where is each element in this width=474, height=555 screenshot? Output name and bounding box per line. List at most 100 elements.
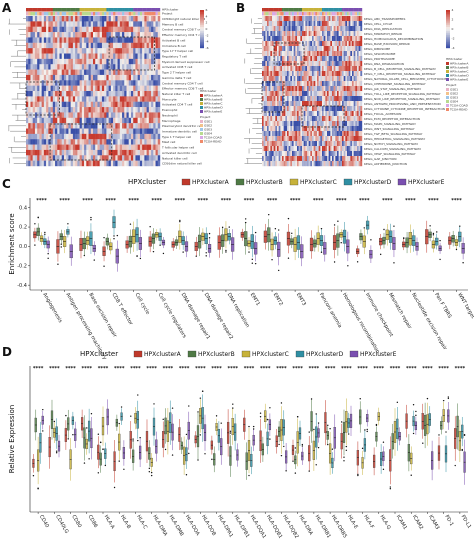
heatmap-cell	[48, 112, 51, 118]
heatmap-cell	[148, 117, 152, 124]
heatmap-cell	[108, 91, 112, 97]
heatmap-cell	[72, 69, 76, 76]
significance-label: ****	[336, 198, 347, 204]
heatmap-cell	[312, 141, 314, 147]
row-label: KEGG_DNA_REPLICATION	[364, 27, 402, 31]
project-legend: ProjectGSE1GSE2GSE3GSE4TCGA-COADTCGA-REA…	[446, 83, 469, 112]
heatmap-cell	[315, 161, 318, 167]
heatmap-cell	[275, 16, 278, 22]
cluster-annotation-cell	[110, 8, 114, 12]
heatmap-cell	[95, 37, 98, 43]
heatmap-cell	[86, 117, 89, 124]
heatmap-cell	[352, 141, 354, 147]
heatmap-cell	[273, 86, 276, 92]
heatmap-cell	[342, 91, 344, 97]
heatmap-cell	[110, 80, 114, 86]
project-annotation-cell	[117, 12, 120, 16]
row-label: KEGG_ADHERENS_JUNCTION	[364, 162, 407, 166]
heatmap-cell	[333, 51, 336, 57]
heatmap-cell	[99, 107, 103, 113]
heatmap-cell	[99, 26, 103, 33]
heatmap-cell	[280, 96, 283, 102]
legend-item: HPXclusterA	[144, 351, 182, 358]
heatmap-cell	[287, 21, 289, 27]
outlier-point	[129, 223, 132, 225]
heatmap-cell	[79, 117, 83, 124]
heatmap-cell	[343, 41, 346, 47]
heatmap-cell	[93, 139, 96, 145]
heatmap-cell	[26, 133, 29, 140]
heatmap-cell	[110, 32, 114, 38]
heatmap-cell	[101, 155, 105, 161]
heatmap-cell	[104, 96, 107, 102]
heatmap-cell	[338, 41, 341, 47]
heatmap-cell	[61, 69, 65, 76]
heatmap-cell	[280, 151, 283, 157]
heatmap-cell	[302, 66, 304, 72]
heatmap-cell	[268, 66, 271, 72]
heatmap-cell	[153, 160, 156, 167]
heatmap-cell	[342, 96, 344, 102]
heatmap-cell	[277, 121, 279, 127]
heatmap-cell	[307, 71, 309, 77]
heatmap-cell	[272, 161, 274, 167]
heatmap-cell	[287, 131, 289, 137]
heatmap-cell	[275, 66, 278, 72]
heatmap-cell	[285, 91, 288, 97]
outlier-point	[232, 403, 234, 405]
heatmap-cell	[337, 161, 339, 167]
heatmap-cell	[317, 46, 319, 52]
heatmap-cell	[265, 101, 268, 107]
heatmap-cell	[357, 41, 359, 47]
project-annotation-cell	[30, 12, 33, 16]
heatmap-cell	[320, 66, 323, 72]
heatmap-cell	[66, 144, 69, 151]
cluster-annotation-cell	[345, 8, 348, 12]
heatmap-cell	[113, 117, 116, 124]
cluster-annotation-cell	[142, 8, 145, 12]
heatmap-cell	[275, 161, 278, 167]
heatmap-cell	[303, 71, 306, 77]
heatmap-cell	[303, 121, 306, 127]
heatmap-cell	[335, 51, 338, 57]
heatmap-cell	[328, 161, 331, 167]
legend-swatch	[187, 350, 197, 358]
heatmap-cell	[144, 80, 147, 86]
heatmap-cell	[270, 121, 273, 127]
heatmap-cell	[355, 91, 358, 97]
outlier-point	[340, 241, 342, 244]
heatmap-cell	[113, 69, 116, 76]
heatmap-cell	[282, 136, 284, 142]
heatmap-cell	[307, 111, 309, 117]
outlier-point	[60, 243, 62, 245]
heatmap-cell	[66, 139, 69, 145]
heatmap-cell	[128, 37, 132, 43]
heatmap-cell	[155, 96, 158, 102]
heatmap-cell	[39, 74, 42, 81]
heatmap-cell	[86, 139, 89, 145]
heatmap-cell	[101, 96, 105, 102]
heatmap-cell	[297, 116, 299, 122]
heatmap-cell	[302, 116, 304, 122]
heatmap-cell	[280, 66, 283, 72]
heatmap-cell	[320, 26, 323, 32]
heatmap-cell	[298, 21, 301, 27]
heatmap-cell	[315, 146, 318, 152]
heatmap-cell	[358, 51, 361, 57]
heatmap-cell	[303, 126, 306, 132]
row-label: Regulatory T cell	[162, 55, 187, 59]
heatmap-cell	[113, 128, 116, 135]
heatmap-cell	[287, 151, 289, 157]
heatmap-cell	[307, 86, 309, 92]
heatmap-cell	[133, 58, 136, 65]
heatmap-cell	[61, 117, 65, 124]
outlier-point	[274, 228, 277, 230]
heatmap-cell	[330, 126, 333, 132]
heatmap-cell	[325, 141, 328, 147]
heatmap-cell	[333, 16, 336, 22]
heatmap-cell	[338, 161, 341, 167]
heatmap-cell	[350, 21, 353, 27]
heatmap-cell	[137, 128, 141, 135]
heatmap-cell	[39, 149, 42, 156]
